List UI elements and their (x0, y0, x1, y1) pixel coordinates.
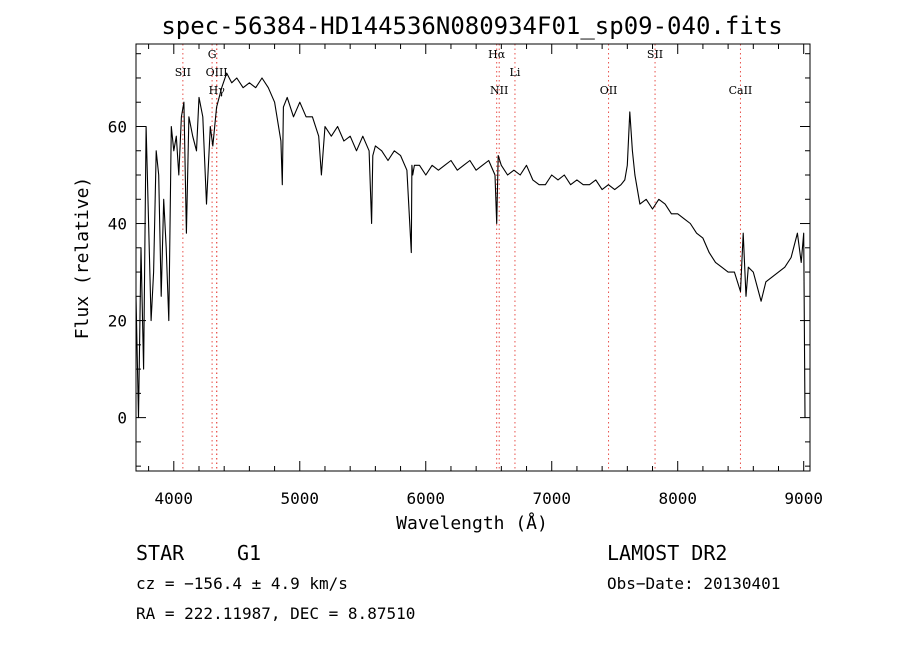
survey-name: LAMOST DR2 (607, 541, 727, 565)
marker-label-4: Hα (488, 48, 506, 61)
marker-label-2: OIII (206, 66, 228, 79)
marker-label-5: NII (490, 84, 508, 97)
y-axis-label: Flux (relative) (72, 177, 93, 340)
y-tick-label: 40 (108, 215, 127, 234)
x-tick-label: 9000 (784, 489, 823, 508)
redshift-cz: cz = −156.4 ± 4.9 km/s (136, 574, 348, 593)
y-tick-label: 60 (108, 117, 127, 136)
x-tick-label: 5000 (281, 489, 320, 508)
coordinates: RA = 222.11987, DEC = 8.87510 (136, 604, 415, 623)
marker-label-3: Hγ (209, 84, 226, 97)
marker-label-9: CaII (729, 84, 753, 97)
y-tick-label: 0 (117, 409, 127, 428)
chart-title: spec-56384-HD144536N080934F01_sp09-040.f… (161, 12, 782, 40)
marker-label-7: OII (600, 84, 618, 97)
marker-label-0: SII (175, 66, 191, 79)
spectral-line-markers (182, 44, 741, 471)
x-tick-label: 7000 (532, 489, 571, 508)
x-tick-label: 4000 (155, 489, 194, 508)
spectrum-series-line (135, 72, 806, 419)
x-axis-ticks: 4000 5000 6000 7000 8000 9000 (148, 44, 823, 508)
y-tick-label: 20 (108, 312, 127, 331)
observation-date: Obs−Date: 20130401 (607, 574, 780, 593)
x-tick-label: 8000 (658, 489, 697, 508)
x-tick-label: 6000 (406, 489, 445, 508)
marker-label-8: SII (647, 48, 663, 61)
plot-frame (135, 43, 811, 472)
object-subclass: G1 (237, 541, 261, 565)
x-axis-label: Wavelength (Å) (396, 512, 548, 534)
marker-label-6: Li (510, 66, 521, 79)
y-axis-ticks: 0 20 40 60 (108, 53, 810, 467)
marker-label-1: G (208, 48, 217, 61)
object-class: STAR (136, 541, 185, 565)
